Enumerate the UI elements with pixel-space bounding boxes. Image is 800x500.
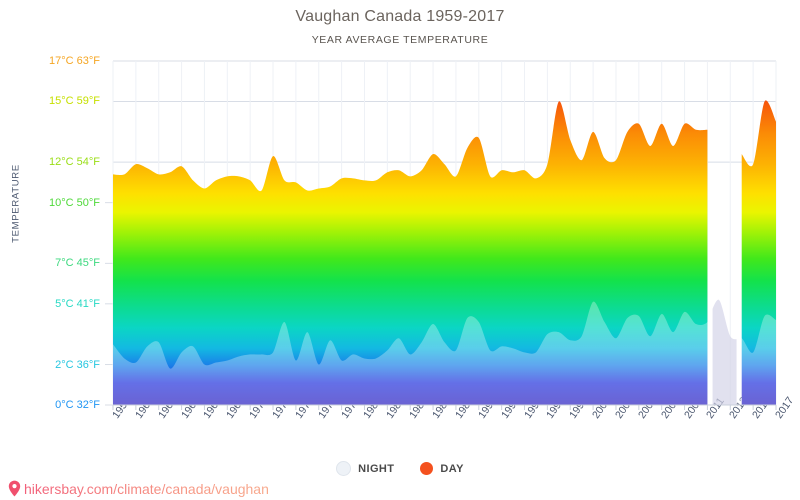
- legend-item-night[interactable]: NIGHT: [336, 461, 394, 476]
- source-url: hikersbay.com/climate/canada/vaughan: [24, 480, 269, 497]
- y-tick-label: 7°C 45°F: [55, 257, 100, 270]
- legend-item-day[interactable]: DAY: [420, 462, 463, 475]
- y-tick-label: 15°C 59°F: [49, 95, 100, 108]
- source-attribution[interactable]: hikersbay.com/climate/canada/vaughan: [8, 480, 269, 497]
- chart-title: Vaughan Canada 1959-2017: [295, 8, 505, 25]
- y-tick-label: 5°C 41°F: [55, 297, 100, 310]
- y-tick-label: 2°C 36°F: [55, 358, 100, 371]
- legend-label-night: NIGHT: [358, 462, 395, 475]
- chart-legend: NIGHT DAY: [0, 461, 800, 476]
- y-tick-label: 0°C 32°F: [55, 399, 100, 411]
- night-area-series: [113, 299, 776, 405]
- y-axis-labels: 17°C 63°F 15°C 59°F 12°C 54°F 10°C 50°F 7°C …: [0, 0, 100, 500]
- y-tick-label: 12°C 54°F: [49, 156, 100, 169]
- day-swatch-icon: [420, 462, 434, 475]
- day-area-series: [113, 100, 776, 405]
- y-tick-label: 17°C 63°F: [49, 55, 100, 67]
- y-tick-label: 10°C 50°F: [49, 196, 100, 209]
- night-swatch-icon: [336, 461, 352, 476]
- legend-label-day: DAY: [440, 462, 464, 475]
- data-gap-night-only: [712, 299, 737, 405]
- map-pin-icon: [8, 480, 21, 497]
- chart-subtitle: YEAR AVERAGE TEMPERATURE: [311, 34, 489, 46]
